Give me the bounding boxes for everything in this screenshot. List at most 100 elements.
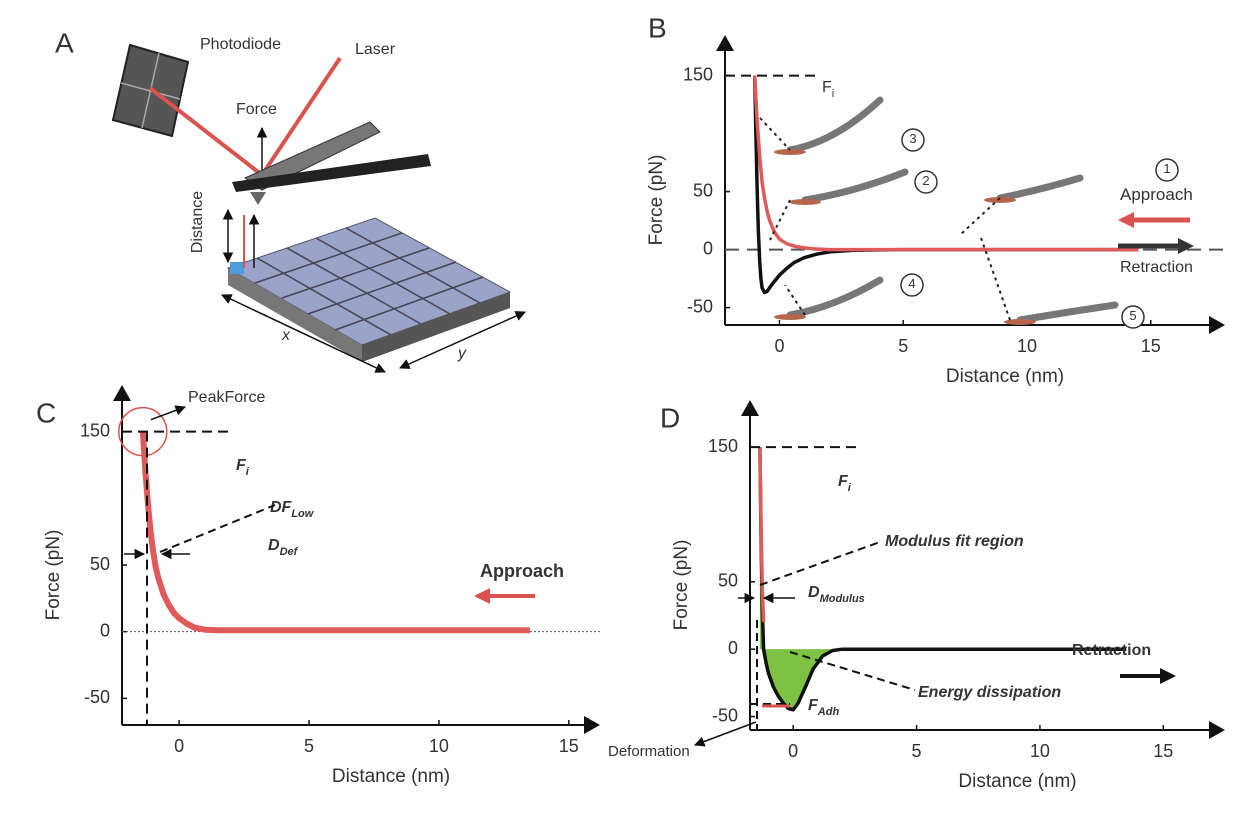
annotation: 1 xyxy=(1163,161,1170,176)
cantilever-icon xyxy=(790,100,880,150)
annotation: Retraction xyxy=(1120,259,1193,276)
sample-cell xyxy=(230,262,244,274)
dashed-guide xyxy=(160,505,275,552)
x-tick-label: 5 xyxy=(898,336,908,356)
x-tick-label: 5 xyxy=(304,736,314,756)
panel-label: D xyxy=(660,402,680,433)
annotation: 3 xyxy=(909,131,916,146)
arrowhead xyxy=(474,588,490,604)
y-tick-label: 0 xyxy=(728,638,738,658)
annotation-text: Approach xyxy=(1120,185,1193,204)
axis-arrow xyxy=(1209,721,1225,739)
annotation-text: DF xyxy=(270,499,293,516)
cantilever-icon xyxy=(1020,305,1115,320)
annotation-text: F xyxy=(822,79,832,96)
y-tick-label: 0 xyxy=(100,620,110,640)
sample-icon xyxy=(774,314,806,320)
afm-diagram: Photodiode Laser Force Distance x y xyxy=(113,36,525,372)
line xyxy=(755,76,1139,293)
annotation: DFLow xyxy=(270,499,315,520)
annotation-subscript: Low xyxy=(291,508,314,520)
annotation: DDef xyxy=(268,537,299,558)
arrow xyxy=(695,722,756,745)
x-tick-label: 10 xyxy=(1030,741,1050,761)
dotted-guide xyxy=(770,200,790,240)
area xyxy=(760,447,1126,710)
panel-label: C xyxy=(36,397,56,428)
annotation: Retraction xyxy=(1072,642,1151,659)
annotation-subscript: i xyxy=(832,88,834,100)
annotation: 2 xyxy=(922,173,929,188)
x-tick-label: 0 xyxy=(174,736,184,756)
annotation-subscript: i xyxy=(848,482,852,494)
y-tick-label: 150 xyxy=(708,436,738,456)
x-tick-label: 15 xyxy=(559,736,579,756)
y-tick-label: 150 xyxy=(683,64,713,84)
y-tick-label: 0 xyxy=(703,238,713,258)
annotation-subscript: Adh xyxy=(817,706,840,718)
arrowhead xyxy=(1118,212,1134,228)
y-tick-label: -50 xyxy=(687,296,713,316)
annotation-text: Modulus fit region xyxy=(885,533,1024,550)
x-tick-label: 15 xyxy=(1153,741,1173,761)
dashed-guide xyxy=(760,542,880,585)
x-axis-label: Distance (nm) xyxy=(958,771,1076,792)
y-tick-label: 50 xyxy=(693,180,713,200)
x-axis-label: Distance (nm) xyxy=(946,366,1064,387)
annotation-text: Approach xyxy=(480,561,564,581)
annotation: Energy dissipation xyxy=(918,684,1061,701)
x-tick-label: 0 xyxy=(774,336,784,356)
annotation-text: 3 xyxy=(909,131,916,146)
axis-arrow xyxy=(1209,316,1225,334)
annotation: Modulus fit region xyxy=(885,533,1024,550)
annotation: Deformation xyxy=(608,743,690,760)
annotation-subscript: Modulus xyxy=(820,593,865,605)
annotation: FAdh xyxy=(808,697,839,718)
tip xyxy=(250,192,266,205)
annotation: Approach xyxy=(480,561,564,581)
dotted-guide xyxy=(980,235,1010,320)
x-tick-label: 10 xyxy=(429,736,449,756)
axis-arrow xyxy=(113,385,131,401)
y-tick-label: -50 xyxy=(712,705,738,725)
axis-arrow xyxy=(716,35,734,51)
annotation: Approach xyxy=(1120,185,1193,204)
diagram-label: Force xyxy=(236,101,277,118)
figure: Photodiode Laser Force Distance x y A B … xyxy=(0,0,1244,816)
dotted-guide xyxy=(760,118,790,150)
sample-icon xyxy=(1004,319,1036,325)
sample-top xyxy=(228,218,510,345)
diagram-label: Photodiode xyxy=(200,36,281,53)
dotted-guide xyxy=(960,198,1000,235)
annotation-text: Retraction xyxy=(1120,259,1193,276)
axis-arrow xyxy=(584,716,600,734)
annotation-text: Energy dissipation xyxy=(918,684,1061,701)
annotation-text: Retraction xyxy=(1072,642,1151,659)
sample-icon xyxy=(984,197,1016,203)
panel-label: A xyxy=(55,27,74,58)
y-tick-label: 50 xyxy=(90,554,110,574)
x-tick-label: 0 xyxy=(788,741,798,761)
arrow xyxy=(151,407,185,420)
x-axis-label: Distance (nm) xyxy=(332,766,450,787)
annotation-text: PeakForce xyxy=(188,389,265,406)
cantilever-icon xyxy=(805,172,905,200)
panel-label: B xyxy=(648,12,667,43)
line xyxy=(143,432,530,631)
line xyxy=(760,447,1126,710)
annotation: Fi xyxy=(838,473,852,494)
cantilever-icon xyxy=(1000,178,1080,198)
y-tick-label: 50 xyxy=(718,571,738,591)
annotation-text: D xyxy=(808,584,820,601)
y-tick-label: 150 xyxy=(80,420,110,440)
annotation-text: 1 xyxy=(1163,161,1170,176)
annotation: Fi xyxy=(236,457,250,478)
arrowhead xyxy=(1160,668,1176,684)
annotation-subscript: Def xyxy=(280,546,299,558)
y-axis-label: Force (pN) xyxy=(646,155,667,246)
annotation: 4 xyxy=(908,276,915,291)
y-axis-label: Force (pN) xyxy=(43,530,64,621)
axis-arrow xyxy=(741,400,759,416)
arrowhead xyxy=(1178,238,1194,254)
annotation: PeakForce xyxy=(188,389,265,406)
